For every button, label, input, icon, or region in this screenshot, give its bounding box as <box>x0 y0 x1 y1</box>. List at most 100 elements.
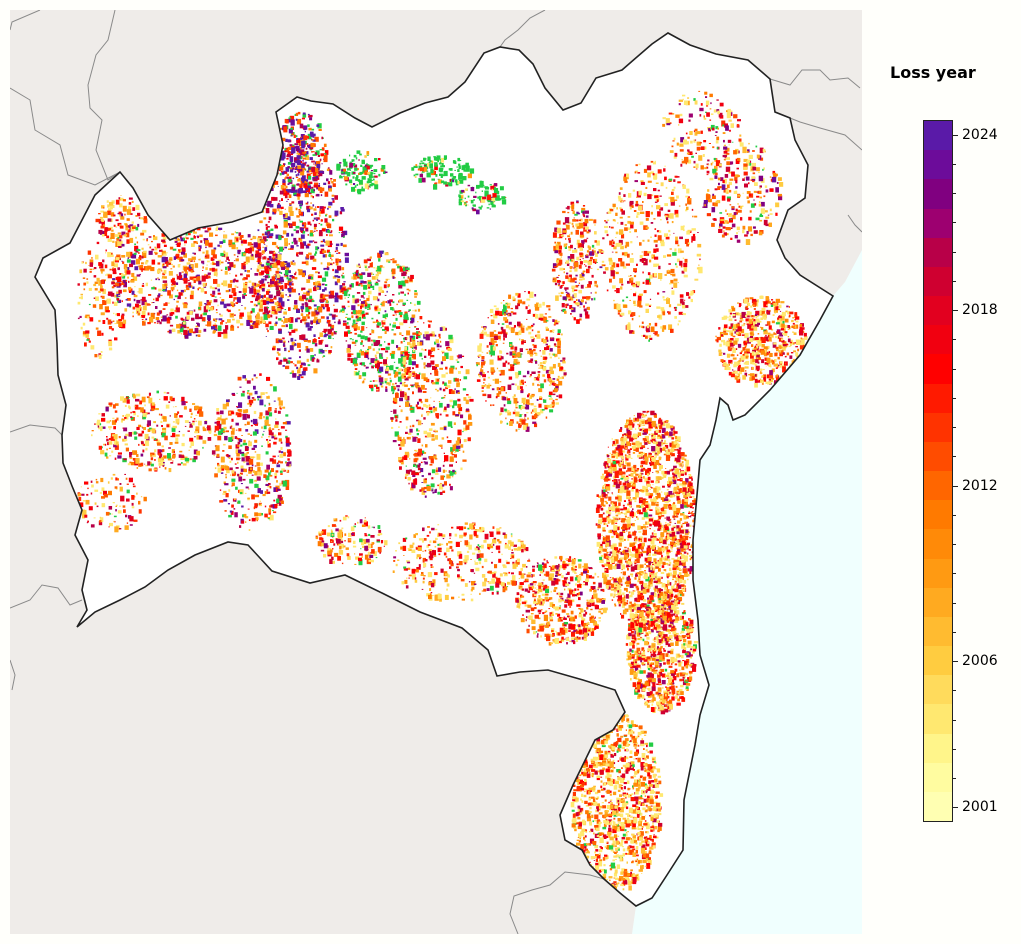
loss-pixel <box>488 203 490 206</box>
loss-pixel <box>259 395 263 399</box>
loss-pixel <box>507 384 512 390</box>
loss-pixel <box>302 159 304 162</box>
loss-pixel <box>329 263 332 265</box>
loss-pixel <box>400 409 403 413</box>
loss-pixel <box>399 266 404 272</box>
loss-pixel <box>188 286 192 288</box>
loss-pixel <box>399 299 404 303</box>
loss-pixel <box>228 456 231 459</box>
loss-pixel <box>331 198 335 200</box>
loss-pixel <box>225 473 227 476</box>
loss-pixel <box>216 283 221 288</box>
loss-pixel <box>305 300 308 302</box>
loss-pixel <box>215 312 218 314</box>
loss-pixel <box>579 247 583 251</box>
loss-pixel <box>157 269 161 274</box>
loss-pixel <box>557 348 561 355</box>
loss-pixel <box>239 386 242 388</box>
loss-pixel <box>105 406 109 412</box>
loss-pixel <box>321 306 324 308</box>
loss-pixel <box>384 378 388 382</box>
loss-pixel <box>334 275 339 278</box>
loss-pixel <box>137 291 139 293</box>
loss-pixel <box>497 331 503 335</box>
loss-pixel <box>224 510 227 512</box>
loss-pixel <box>533 377 536 381</box>
loss-pixel <box>162 315 167 322</box>
loss-pixel <box>542 301 545 306</box>
loss-pixel <box>542 350 546 355</box>
loss-pixel <box>441 437 445 440</box>
loss-pixel <box>267 517 271 519</box>
loss-pixel <box>251 447 256 450</box>
loss-pixel <box>327 206 332 209</box>
loss-pixel <box>254 503 258 508</box>
loss-pixel <box>295 271 297 274</box>
loss-pixel <box>150 452 155 456</box>
loss-pixel <box>420 461 423 464</box>
loss-pixel <box>240 273 243 276</box>
loss-pixel <box>361 301 365 304</box>
loss-pixel <box>545 320 549 322</box>
loss-pixel <box>265 416 269 420</box>
loss-pixel <box>166 314 169 316</box>
loss-pixel <box>368 174 370 176</box>
loss-pixel <box>156 439 160 445</box>
loss-pixel <box>198 258 200 261</box>
loss-pixel <box>149 317 154 323</box>
loss-pixel <box>272 455 276 458</box>
loss-pixel <box>192 276 196 281</box>
loss-pixel <box>188 258 192 262</box>
loss-pixel <box>356 352 361 358</box>
loss-pixel <box>518 370 522 375</box>
loss-pixel <box>539 384 541 386</box>
loss-pixel <box>291 283 294 286</box>
loss-pixel <box>562 357 566 360</box>
loss-pixel <box>556 276 559 279</box>
loss-pixel <box>296 308 300 313</box>
loss-pixel <box>162 308 166 310</box>
loss-pixel <box>341 310 345 313</box>
loss-pixel <box>234 436 238 439</box>
loss-pixel <box>212 287 215 290</box>
loss-pixel <box>463 420 467 425</box>
loss-pixel <box>181 318 185 321</box>
loss-pixel <box>419 352 423 357</box>
loss-pixel <box>288 206 293 213</box>
loss-pixel <box>398 358 402 364</box>
loss-pixel <box>189 446 192 448</box>
loss-pixel <box>268 310 271 313</box>
loss-pixel <box>126 259 131 263</box>
loss-pixel <box>503 300 505 302</box>
loss-pixel <box>440 475 444 480</box>
loss-pixel <box>243 468 247 473</box>
loss-pixel <box>534 303 538 308</box>
loss-pixel <box>398 368 402 372</box>
loss-pixel <box>297 154 300 157</box>
loss-pixel <box>218 227 223 230</box>
loss-pixel <box>287 331 290 333</box>
loss-pixel <box>460 444 464 448</box>
loss-pixel <box>584 218 589 224</box>
loss-pixel <box>408 357 412 362</box>
loss-pixel <box>207 425 211 431</box>
loss-pixel <box>181 462 183 464</box>
loss-pixel <box>339 211 343 215</box>
loss-pixel <box>442 388 446 392</box>
loss-pixel <box>379 265 383 268</box>
loss-pixel <box>496 387 500 391</box>
loss-pixel <box>383 363 388 366</box>
loss-pixel <box>395 392 399 398</box>
loss-pixel <box>122 415 124 417</box>
loss-pixel <box>116 291 121 297</box>
loss-pixel <box>272 208 277 212</box>
loss-pixel <box>166 392 170 394</box>
map-panel[interactable] <box>10 10 862 934</box>
loss-pixel <box>266 464 270 470</box>
loss-pixel <box>530 403 534 406</box>
loss-pixel <box>368 281 372 285</box>
loss-pixel <box>266 261 269 263</box>
loss-pixel <box>319 149 323 151</box>
loss-pixel <box>300 319 303 323</box>
loss-pixel <box>247 498 250 501</box>
